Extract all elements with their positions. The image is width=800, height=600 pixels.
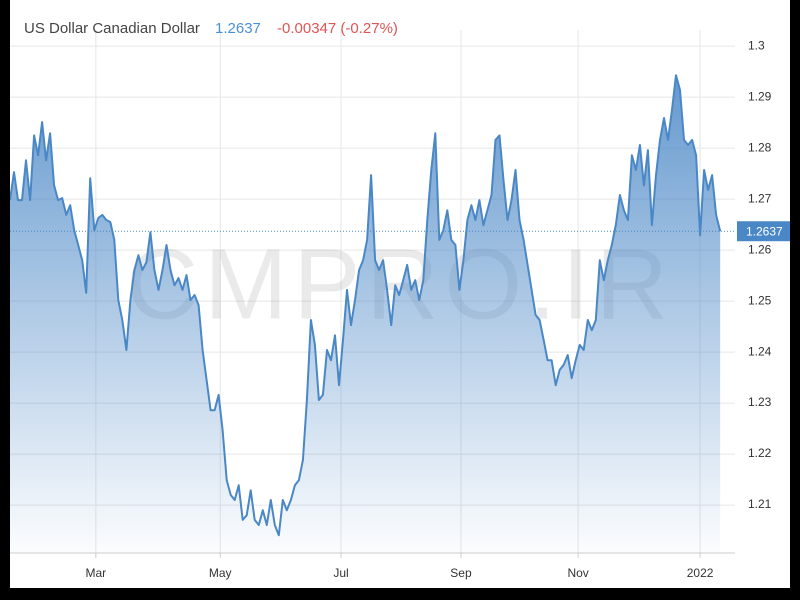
x-tick-label: 2022 <box>687 566 714 580</box>
frame <box>0 588 800 600</box>
y-tick-label: 1.22 <box>748 446 772 460</box>
marks <box>9 74 735 553</box>
y-tick-label: 1.28 <box>748 140 772 154</box>
y-tick-label: 1.3 <box>748 38 765 52</box>
y-tick-label: 1.21 <box>748 497 772 511</box>
last-price: 1.2637 <box>215 20 261 37</box>
frame <box>790 0 800 600</box>
price-change: -0.00347 (-0.27%) <box>277 20 398 37</box>
y-tick-label: 1.24 <box>748 344 772 358</box>
y-tick-label: 1.29 <box>748 89 772 103</box>
price-badge-label: 1.2637 <box>746 224 783 238</box>
x-tick-label: May <box>209 566 232 580</box>
y-tick-label: 1.26 <box>748 242 772 256</box>
line <box>9 74 722 537</box>
y-tick-label: 1.27 <box>748 191 772 205</box>
frame <box>0 0 10 600</box>
x-tick-label: Sep <box>450 566 472 580</box>
price-badge <box>737 221 790 242</box>
chart-title: US Dollar Canadian Dollar <box>24 20 200 37</box>
x-tick-label: Jul <box>333 566 348 580</box>
area <box>10 75 721 553</box>
x-tick-label: Nov <box>567 566 588 580</box>
y-tick-label: 1.25 <box>748 293 772 307</box>
y-tick-label: 1.23 <box>748 395 772 409</box>
x-tick-label: Mar <box>86 566 107 580</box>
